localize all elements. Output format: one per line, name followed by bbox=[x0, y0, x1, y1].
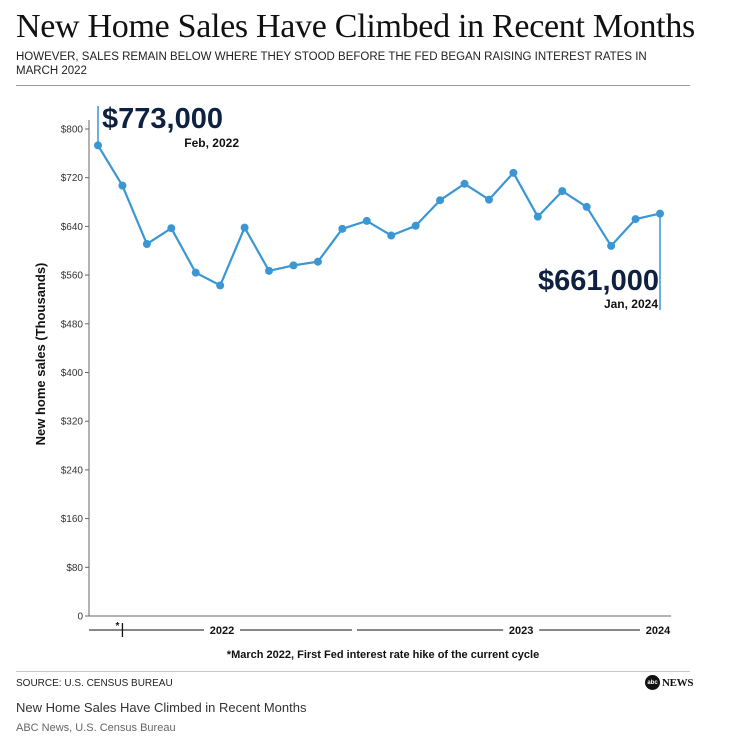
data-point bbox=[460, 179, 469, 188]
data-point bbox=[265, 266, 274, 275]
chart-title: New Home Sales Have Climbed in Recent Mo… bbox=[16, 8, 695, 45]
data-point bbox=[142, 240, 151, 249]
data-point bbox=[240, 223, 249, 232]
data-point bbox=[631, 215, 640, 224]
y-tick-label: $80 bbox=[66, 563, 83, 574]
image-caption: New Home Sales Have Climbed in Recent Mo… bbox=[16, 700, 307, 715]
header-divider bbox=[16, 85, 690, 86]
year-label-bg bbox=[204, 623, 240, 637]
footnote: *March 2022, First Fed interest rate hik… bbox=[227, 649, 539, 661]
news-logo-text: NEWS bbox=[662, 676, 694, 689]
y-axis-label: New home sales (Thousands) bbox=[33, 263, 48, 446]
year-label: 2023 bbox=[509, 625, 533, 637]
footer-divider bbox=[16, 671, 690, 672]
series-line bbox=[97, 144, 661, 287]
data-point bbox=[582, 202, 591, 211]
y-tick-label: $720 bbox=[61, 173, 84, 184]
data-point bbox=[216, 281, 225, 290]
callout-value: $661,000 bbox=[538, 265, 659, 297]
y-tick-label: $560 bbox=[61, 271, 84, 282]
data-point bbox=[607, 241, 616, 250]
y-tick-label: 0 bbox=[77, 612, 83, 623]
data-point bbox=[118, 181, 127, 190]
image-credit: ABC News, U.S. Census Bureau bbox=[16, 722, 176, 734]
line-chart: New home sales (Thousands) 0 $80 $160 $240 $… bbox=[33, 103, 671, 661]
abc-news-logo: abc NEWS bbox=[645, 675, 694, 690]
data-point bbox=[313, 257, 322, 266]
year-label: 2022 bbox=[210, 625, 234, 637]
data-point bbox=[191, 268, 200, 277]
callout-date: Feb, 2022 bbox=[184, 136, 239, 150]
data-point bbox=[411, 221, 420, 230]
source-note: SOURCE: U.S. CENSUS BUREAU bbox=[16, 678, 173, 689]
y-tick-label: $640 bbox=[61, 222, 84, 233]
data-point bbox=[509, 168, 518, 177]
callout-value: $773,000 bbox=[102, 103, 223, 135]
chart-subtitle: HOWEVER, SALES REMAIN BELOW WHERE THEY S… bbox=[16, 51, 647, 77]
y-tick-label: $240 bbox=[61, 465, 84, 476]
event-marker-star: * bbox=[116, 621, 120, 632]
y-tick-label: $400 bbox=[61, 368, 84, 379]
data-point bbox=[436, 196, 445, 205]
y-tick-label: $160 bbox=[61, 514, 84, 525]
data-point bbox=[484, 195, 493, 204]
year-label: 2024 bbox=[646, 625, 671, 637]
abc-logo-mark: abc bbox=[645, 675, 660, 690]
data-point bbox=[167, 224, 176, 233]
data-point bbox=[289, 261, 298, 270]
data-point bbox=[338, 224, 347, 233]
year-label-bg bbox=[503, 623, 540, 637]
y-tick-label: $320 bbox=[61, 417, 84, 428]
data-point bbox=[656, 209, 664, 218]
y-tick-label: $480 bbox=[61, 319, 84, 330]
data-point bbox=[362, 216, 371, 225]
callout-date: Jan, 2024 bbox=[604, 297, 658, 311]
data-point bbox=[558, 187, 567, 196]
y-tick-label: $800 bbox=[61, 125, 84, 136]
data-point bbox=[533, 212, 542, 221]
data-point bbox=[387, 231, 396, 240]
